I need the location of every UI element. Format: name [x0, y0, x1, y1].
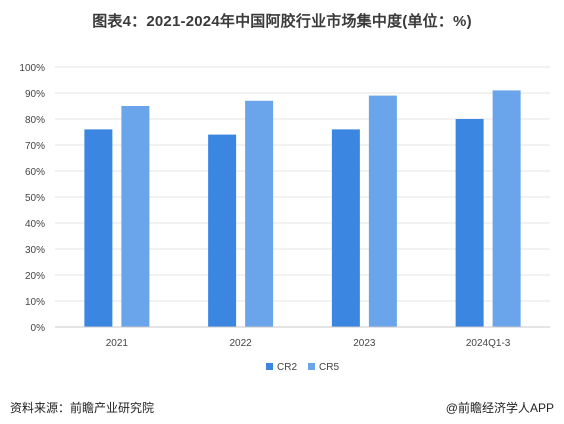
y-axis: 0% 10% 20% 30% 40% 50% 60% 70% 80% 90% 100% [19, 63, 45, 334]
bar-cr2-2023 [331, 129, 360, 327]
y-tick-label: 90% [25, 89, 45, 100]
bar-cr2-2024Q1-3 [455, 119, 484, 327]
legend-label-cr5: CR5 [319, 362, 339, 373]
bar-cr5-2024Q1-3 [492, 90, 521, 328]
x-tick-label: 2021 [106, 338, 129, 349]
x-tick-label: 2022 [230, 338, 253, 349]
y-tick-label: 100% [19, 63, 45, 74]
y-tick-label: 0% [31, 323, 46, 334]
bar-cr5-2023 [368, 95, 397, 327]
y-tick-label: 20% [25, 271, 45, 282]
y-tick-label: 70% [25, 141, 45, 152]
legend: CR2 CR5 [266, 362, 339, 373]
bars [84, 90, 521, 328]
bar-cr5-2021 [121, 106, 150, 327]
y-tick-label: 60% [25, 167, 45, 178]
x-tick-label: 2023 [353, 338, 376, 349]
x-tick-label: 2024Q1-3 [466, 338, 511, 349]
x-axis: 2021 2022 2023 2024Q1-3 [55, 326, 550, 349]
bar-cr5-2022 [245, 100, 274, 327]
bar-cr2-2021 [84, 129, 113, 327]
legend-swatch-cr2 [266, 363, 273, 370]
y-tick-label: 30% [25, 245, 45, 256]
y-tick-label: 40% [25, 219, 45, 230]
source-note: 资料来源：前瞻产业研究院 [10, 401, 155, 415]
bar-cr2-2022 [208, 134, 237, 327]
legend-label-cr2: CR2 [277, 362, 297, 373]
y-tick-label: 50% [25, 193, 45, 204]
y-tick-label: 10% [25, 297, 45, 308]
chart-title: 图表4：2021-2024年中国阿胶行业市场集中度(单位：%) [92, 13, 472, 30]
brand-label: @前瞻经济学人APP [446, 399, 554, 416]
legend-swatch-cr5 [308, 363, 315, 370]
y-tick-label: 80% [25, 115, 45, 126]
at-icon: @ [445, 401, 458, 415]
brand-text: 前瞻经济学人APP [457, 401, 554, 415]
